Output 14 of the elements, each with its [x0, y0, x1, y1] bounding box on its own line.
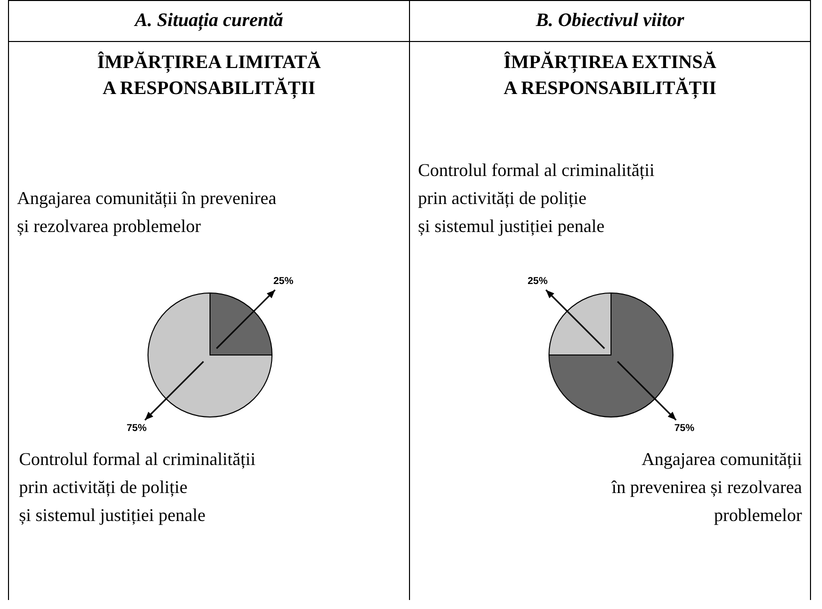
pie-slice — [548, 292, 674, 418]
data-label: 25% — [528, 276, 548, 288]
slice-label: Controlul formal al criminalității prin activități de poliție și sistemul justiției penale — [19, 448, 256, 527]
slice-label: Angajarea comunității în prevenirea și rezolvarea problemelor — [17, 187, 278, 238]
chart-subtitle: ÎMPĂRȚIREA LIMITATĂ A RESPONSABILITĂȚII — [96, 50, 322, 101]
data-label: 75% — [674, 422, 695, 434]
chart-subtitle: ÎMPĂRȚIREA EXTINSĂ A RESPONSABILITĂȚII — [502, 50, 718, 101]
data-label: 25% — [273, 276, 294, 288]
slice-label: Angajarea comunității în prevenirea și rezolvarea problemelor — [610, 448, 802, 527]
data-label: 75% — [126, 422, 147, 434]
slice-label: Controlul formal al criminalității prin activități de poliție și sistemul justiției penale — [418, 159, 656, 238]
chart-title: B. Obiectivul viitor — [536, 10, 684, 32]
pie-slice — [148, 292, 272, 418]
chart-title: A. Situația curentă — [134, 10, 284, 32]
